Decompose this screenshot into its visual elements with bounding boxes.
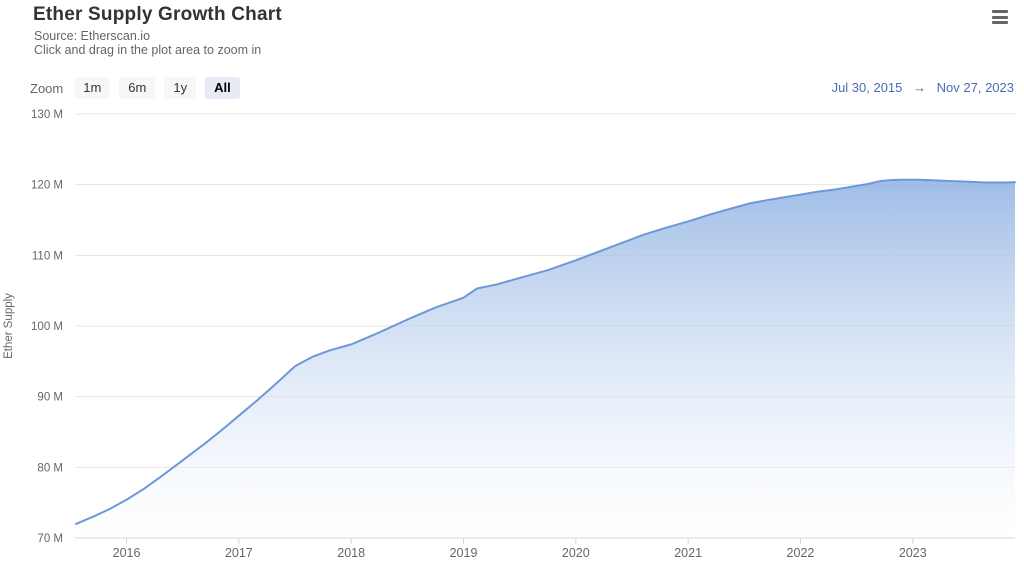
page-title: Ether Supply Growth Chart [33,4,282,25]
y-axis-tick-label: 80 M [37,462,63,474]
arrow-right-icon: → [913,80,927,95]
x-axis-tick-label: 2018 [337,546,365,560]
hamburger-bar [992,10,1008,13]
hamburger-menu-icon[interactable] [992,10,1008,24]
y-axis-title: Ether Supply [3,293,15,359]
y-axis-tick-label: 130 M [31,109,63,121]
y-axis-tick-label: 110 M [32,250,63,262]
zoom-label: Zoom [30,80,64,96]
x-axis-tick-label: 2016 [113,546,141,560]
x-axis-tick-label: 2023 [899,546,927,560]
hamburger-bar [992,21,1008,24]
chart-source-subtitle: Source: Etherscan.io [34,29,151,43]
x-axis-tick-label: 2022 [787,546,815,560]
date-range-end[interactable]: Nov 27, 2023 [936,80,1014,95]
x-axis-tick-label: 2019 [450,546,478,560]
date-range: Jul 30, 2015 → Nov 27, 2023 [832,80,1014,95]
zoom-toolbar: Zoom 1m 6m 1y All [30,76,240,100]
zoom-button-6m[interactable]: 6m [119,76,156,100]
date-range-start[interactable]: Jul 30, 2015 [831,80,903,95]
series-line [75,178,1016,525]
y-axis-tick-label: 100 M [31,321,63,333]
zoom-button-1y[interactable]: 1y [164,76,197,100]
zoom-button-all[interactable]: All [205,76,240,100]
x-axis-tick-label: 2021 [674,546,702,560]
zoom-button-1m[interactable]: 1m [74,76,111,100]
plot-area[interactable] [76,114,1015,538]
y-axis-tick-label: 120 M [31,180,63,192]
y-axis-tick-label: 90 M [37,392,63,404]
x-axis-tick-label: 2020 [562,546,590,560]
hamburger-bar [992,15,1008,19]
area-fill [76,179,1015,538]
chart-hint-subtitle: Click and drag in the plot area to zoom … [34,43,262,57]
y-axis-tick-label: 70 M [37,533,63,545]
x-axis-tick-label: 2017 [225,546,253,560]
